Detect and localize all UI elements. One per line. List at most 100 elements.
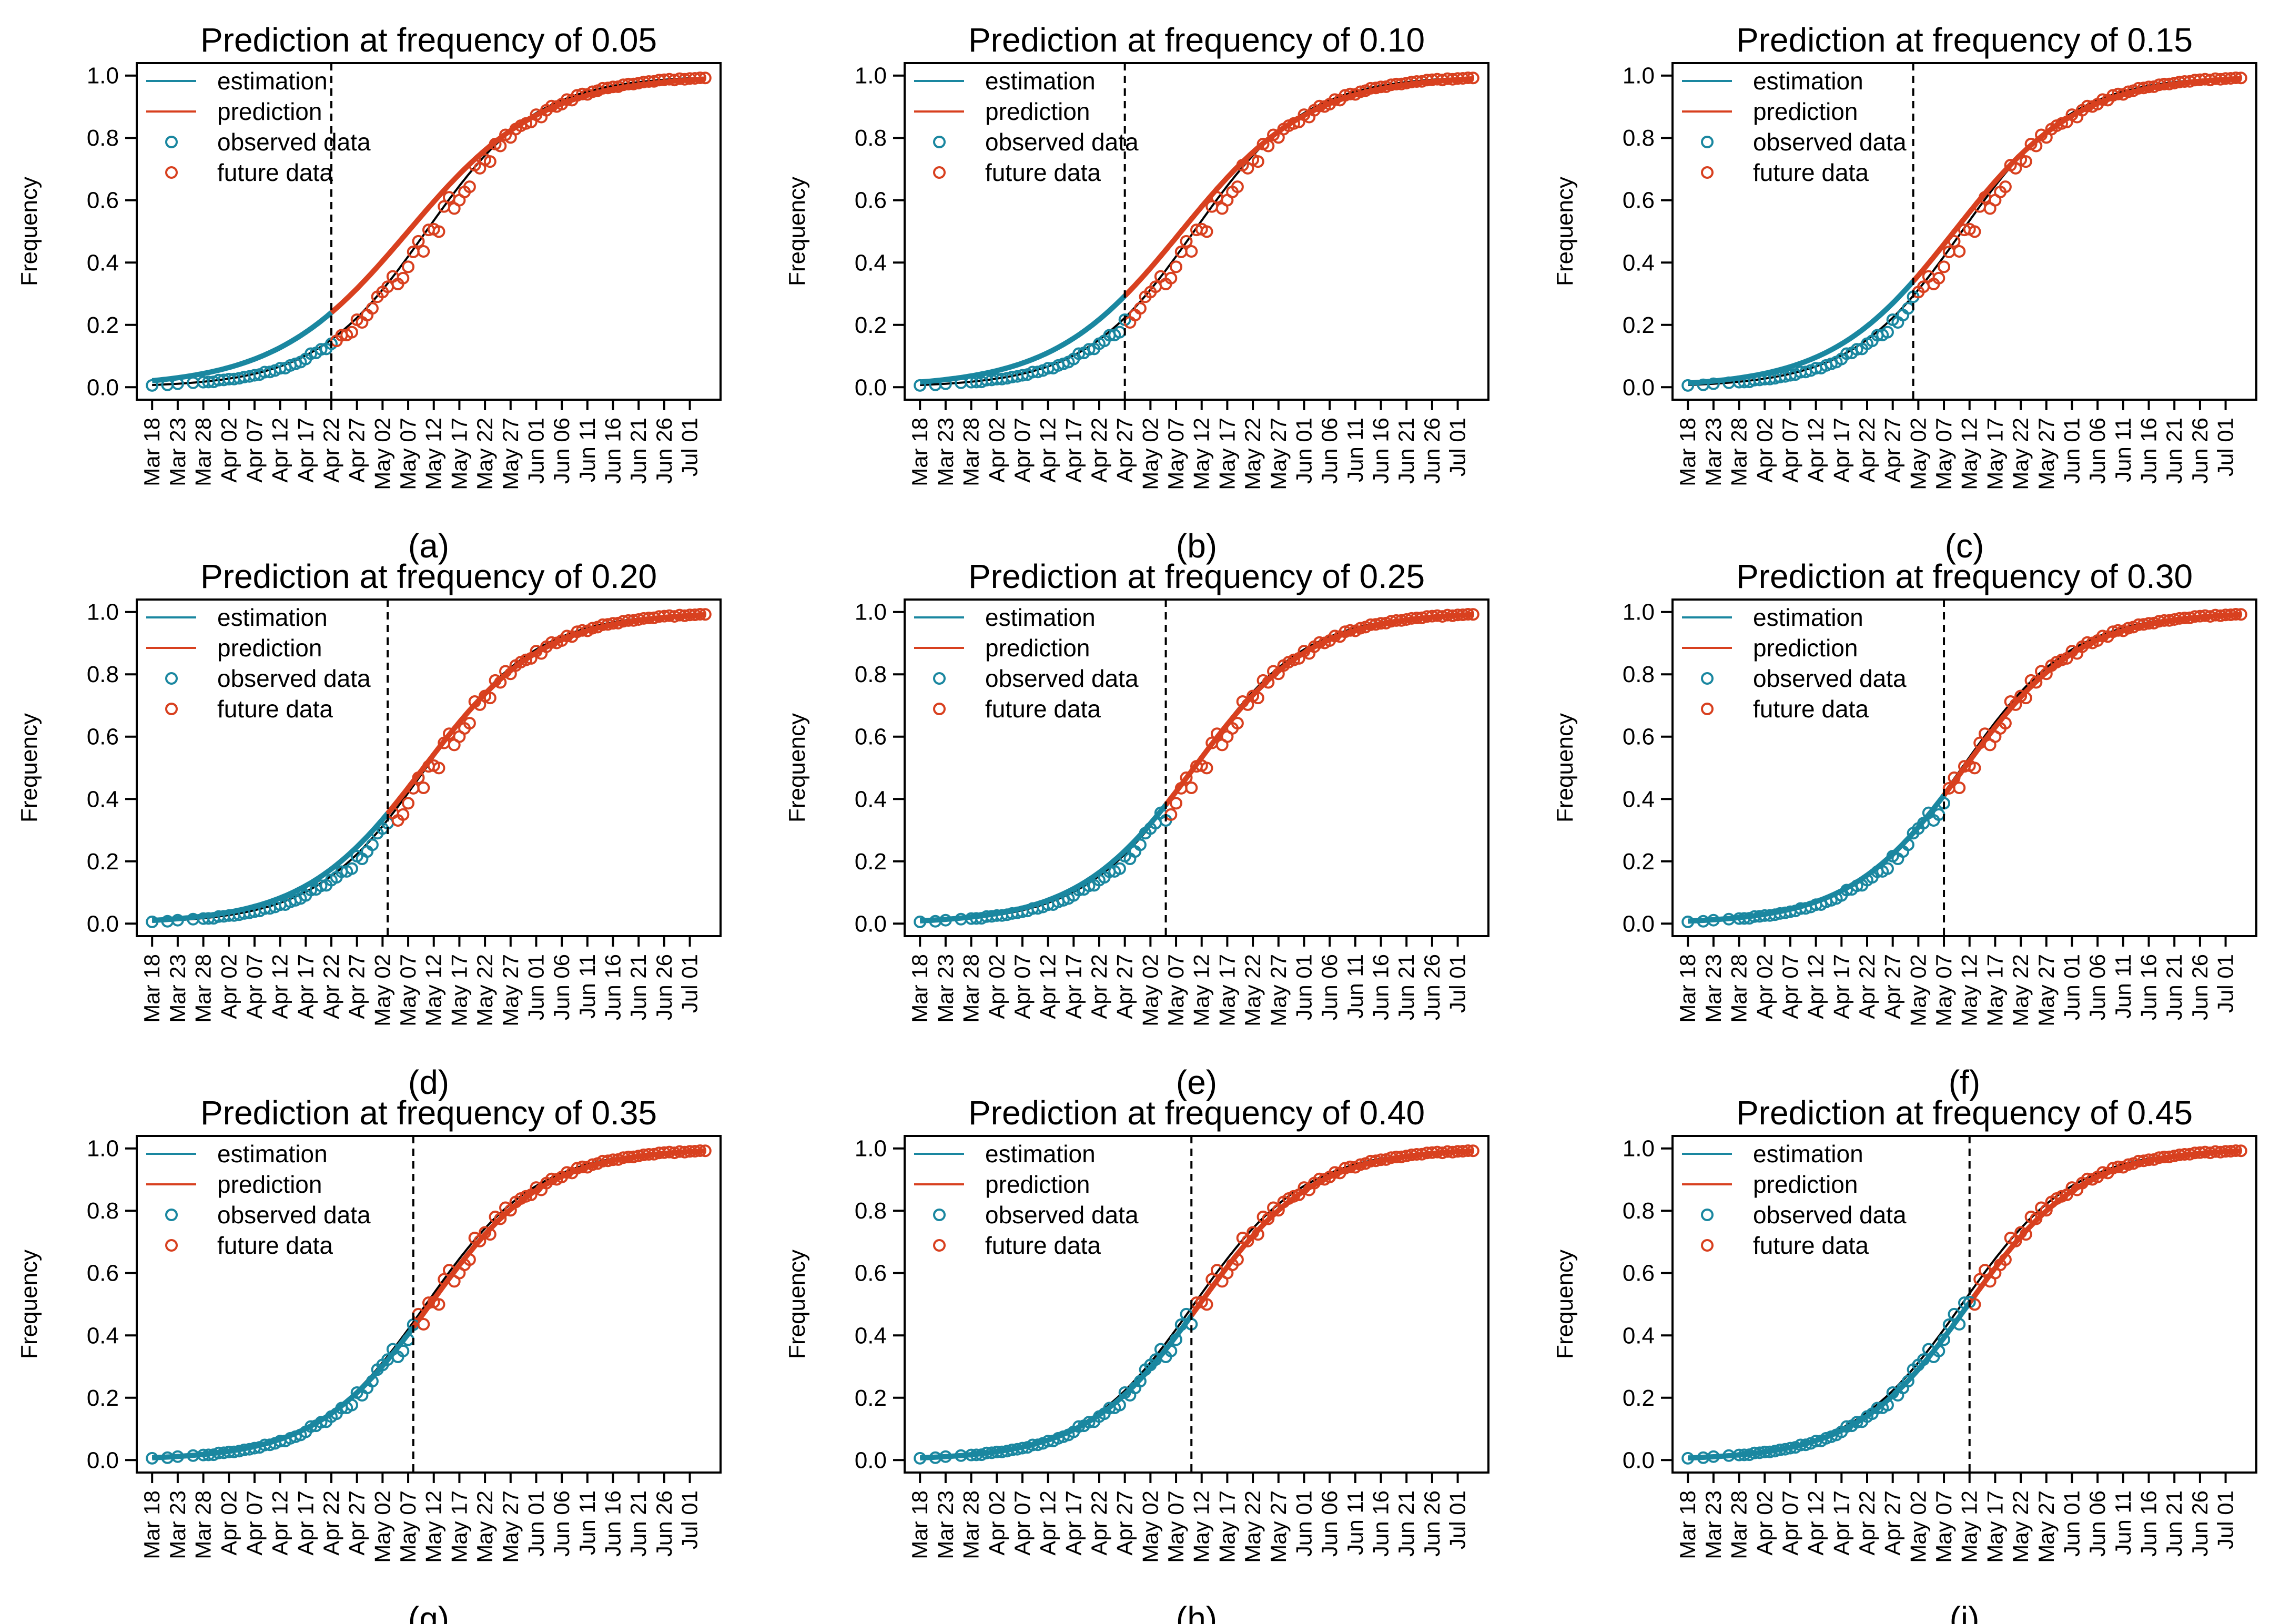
chart-title: Prediction at frequency of 0.20 (200, 557, 657, 595)
x-tick-label: Apr 12 (1036, 954, 1060, 1019)
y-tick-label: 0.4 (87, 1323, 119, 1348)
legend-label: observed data (1753, 665, 1907, 692)
y-tick-label: 0.4 (855, 1323, 887, 1348)
x-tick-label: Jun 01 (2059, 954, 2084, 1020)
observed-point (397, 1344, 410, 1357)
legend-swatch (933, 1239, 946, 1252)
plot-frame (136, 62, 722, 401)
future-point (463, 180, 476, 194)
x-tick-label: Mar 28 (959, 1490, 984, 1559)
y-tick-label: 1.0 (87, 600, 119, 625)
observed-point (345, 1398, 358, 1412)
x-tick-label: Jun 11 (2111, 418, 2135, 482)
x-tick-label: Apr 02 (984, 1490, 1009, 1556)
legend-label: prediction (1753, 1171, 1858, 1198)
panel-label: (e) (1176, 1063, 1217, 1101)
future-point (1200, 225, 1213, 238)
future-point (402, 260, 415, 273)
x-tick-label: Apr 27 (344, 1490, 369, 1556)
x-tick-label: May 27 (2034, 418, 2059, 490)
y-tick-label: 0.6 (855, 188, 887, 214)
x-tick-label: Jun 06 (2085, 418, 2110, 484)
legend-label: future data (985, 1232, 1101, 1259)
x-tick-label: Apr 17 (1061, 1490, 1086, 1556)
legend-label: future data (985, 159, 1101, 186)
future-point (2096, 630, 2109, 643)
future-point (520, 653, 532, 666)
estimation-line (151, 1325, 416, 1460)
x-tick-label: Jun 01 (1291, 954, 1316, 1020)
x-tick-label: Apr 12 (1803, 418, 1828, 483)
x-tick-label: Mar 23 (165, 418, 190, 486)
observed-point (939, 377, 952, 390)
observed-point (1840, 884, 1853, 897)
legend-label: observed data (985, 128, 1139, 156)
legend-swatch (165, 672, 178, 685)
legend-swatch (933, 703, 946, 715)
legend: estimation prediction observed data future … (914, 67, 1139, 186)
future-point (432, 1298, 445, 1311)
y-tick-label: 0.4 (87, 250, 119, 276)
x-tick-label: May 27 (1266, 954, 1291, 1027)
estimation-line (151, 811, 390, 923)
y-tick-label: 0.8 (1623, 125, 1655, 151)
legend: estimation prediction observed data future … (1682, 1140, 1907, 1259)
future-point (1288, 1190, 1300, 1203)
future-point (417, 1318, 430, 1331)
legend-label: estimation (985, 604, 1096, 631)
legend: estimation prediction observed data future … (1682, 604, 1907, 723)
observed-point (366, 1375, 379, 1388)
x-tick-label: Jun 06 (1317, 954, 1342, 1020)
x-tick-label: Jun 06 (2085, 954, 2110, 1020)
x-tick-label: Jun 11 (1343, 418, 1367, 482)
x-tick-label: May 02 (1138, 418, 1162, 490)
future-point (2234, 608, 2247, 621)
x-tick-label: Jun 16 (1369, 1490, 1393, 1557)
x-tick-label: Jun 01 (1291, 1490, 1316, 1557)
future-point (432, 762, 445, 775)
future-point (1462, 608, 1475, 621)
x-tick-label: May 02 (1906, 418, 1930, 490)
legend-swatch (165, 703, 178, 715)
y-axis-label: Frequency (16, 177, 42, 286)
x-tick-label: May 02 (370, 954, 394, 1027)
y-tick-label: 0.2 (87, 1385, 119, 1411)
future-point (694, 608, 707, 621)
y-tick-label: 0.6 (1623, 188, 1655, 214)
y-tick-label: 0.0 (87, 1447, 119, 1473)
legend-label: estimation (217, 1140, 328, 1168)
future-point (1466, 608, 1479, 621)
x-tick-label: Mar 18 (139, 954, 164, 1023)
panel-label: (a) (408, 527, 449, 565)
x-tick-label: Jun 11 (575, 418, 600, 482)
x-tick-label: Jul 01 (677, 1490, 702, 1549)
x-tick-label: Jun 01 (2059, 418, 2084, 484)
observed-point (1113, 1398, 1126, 1412)
x-tick-label: Mar 28 (1727, 954, 1751, 1023)
future-point (494, 676, 507, 689)
x-tick-label: May 22 (472, 954, 497, 1027)
legend-swatch (933, 136, 946, 148)
future-point (560, 630, 573, 643)
y-tick-label: 0.4 (1623, 250, 1655, 276)
x-tick-label: Jun 16 (1369, 954, 1393, 1020)
x-tick-label: Apr 17 (1829, 418, 1853, 483)
legend-label: prediction (985, 1171, 1090, 1198)
legend-label: observed data (217, 128, 371, 156)
observed-point (939, 1450, 952, 1463)
x-tick-label: Apr 22 (1087, 954, 1111, 1019)
legend-label: prediction (217, 634, 322, 662)
x-tick-label: Apr 07 (1010, 1490, 1035, 1556)
legend-label: estimation (1753, 1140, 1863, 1168)
legend-swatch (165, 1239, 178, 1252)
future-point (1948, 771, 1961, 784)
future-point (698, 72, 712, 85)
x-tick-label: Jun 26 (1420, 1490, 1444, 1557)
legend-label: future data (1753, 1232, 1869, 1259)
observed-point (1850, 879, 1863, 892)
y-tick-label: 1.0 (1623, 600, 1655, 625)
x-tick-label: Jul 01 (1445, 954, 1470, 1013)
y-tick-label: 0.4 (87, 786, 119, 812)
panel-label: (i) (1950, 1600, 1980, 1624)
chart-title: Prediction at frequency of 0.15 (1736, 21, 2193, 59)
